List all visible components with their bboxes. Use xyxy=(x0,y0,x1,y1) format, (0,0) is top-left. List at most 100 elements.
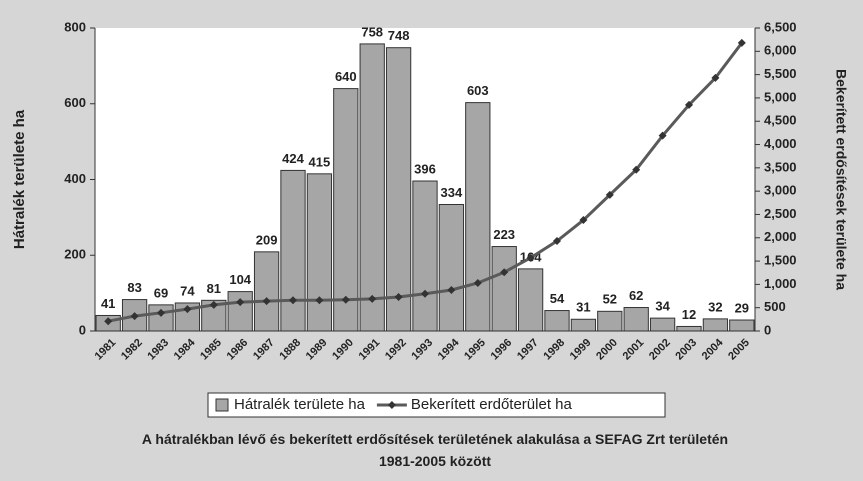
bar xyxy=(465,102,491,332)
bar xyxy=(148,304,174,332)
bar xyxy=(570,318,597,332)
line-marker xyxy=(526,253,535,262)
x-tick-label: 1997 xyxy=(515,337,541,363)
y2-tick-label: 6,500 xyxy=(764,19,797,34)
line-marker xyxy=(421,289,429,298)
x-tick-label: 2004 xyxy=(700,336,726,362)
x-tick-label: 2000 xyxy=(594,337,620,363)
x-tick-label: 1981 xyxy=(93,337,119,363)
x-tick-label: 1993 xyxy=(409,337,435,363)
y2-axis-label: Bekerített erdősítések területe ha xyxy=(833,69,849,290)
line-marker xyxy=(315,296,324,305)
chart-title: A hátralékban lévő és bekerített erdősít… xyxy=(141,431,729,469)
x-tick-label: 1991 xyxy=(357,337,383,363)
line-marker xyxy=(157,308,165,317)
x-tick-label: 1995 xyxy=(462,337,488,363)
bar xyxy=(253,251,280,332)
bar xyxy=(649,317,676,332)
bar-value-label: 223 xyxy=(493,227,515,242)
bar-value-label: 603 xyxy=(467,83,489,98)
y2-tick-label: 500 xyxy=(764,299,786,314)
line-marker xyxy=(394,292,403,301)
y-tick-label: 600 xyxy=(64,95,86,110)
line-marker xyxy=(605,190,614,199)
x-tick-label: 1986 xyxy=(225,337,251,363)
x-tick-label: 1996 xyxy=(489,337,515,363)
legend-label: Hátralék területe ha xyxy=(234,396,366,413)
bar-value-label: 209 xyxy=(256,232,278,247)
bar xyxy=(333,88,359,332)
line-marker xyxy=(104,317,113,326)
bar-value-label: 83 xyxy=(127,280,141,295)
y2-tick-label: 5,000 xyxy=(764,89,797,104)
bar xyxy=(280,169,306,332)
legend-swatch xyxy=(215,398,229,412)
y2-tick-label: 3,500 xyxy=(764,159,797,174)
x-tick-label: 1982 xyxy=(119,337,145,363)
bar xyxy=(623,307,649,332)
y-axis-label: Hátralék területe ha xyxy=(11,109,28,249)
x-tick-label: 1987 xyxy=(251,337,277,363)
y2-tick-label: 0 xyxy=(764,322,771,337)
line-marker xyxy=(553,237,561,246)
bar-value-label: 74 xyxy=(180,283,195,298)
x-tick-label: 1888 xyxy=(277,337,303,363)
line-marker xyxy=(711,73,720,82)
bar-value-label: 31 xyxy=(576,300,590,315)
bar xyxy=(359,43,385,332)
line-marker xyxy=(632,165,641,174)
bar xyxy=(597,310,623,332)
bar-value-label: 54 xyxy=(550,291,565,306)
y2-tick-label: 1,500 xyxy=(764,253,797,268)
bar xyxy=(729,319,755,332)
bar-value-label: 424 xyxy=(282,151,304,166)
bar xyxy=(438,203,465,332)
y2-tick-label: 6,000 xyxy=(764,43,797,58)
line-marker xyxy=(289,296,297,305)
bar-value-label: 81 xyxy=(207,281,221,296)
x-tick-label: 2003 xyxy=(673,337,699,363)
line-marker xyxy=(447,285,456,294)
bar-value-label: 69 xyxy=(154,285,168,300)
line-marker xyxy=(130,312,139,321)
y2-tick-label: 2,500 xyxy=(764,206,797,221)
bar-value-label: 396 xyxy=(414,161,436,176)
bar-value-label: 41 xyxy=(101,296,115,311)
x-tick-label: 1999 xyxy=(568,337,594,363)
line-marker xyxy=(500,268,509,277)
x-tick-label: 1984 xyxy=(172,336,198,362)
bar-value-label: 640 xyxy=(335,69,357,84)
bar-value-label: 62 xyxy=(629,288,643,303)
x-tick-label: 1998 xyxy=(541,337,567,363)
y2-tick-label: 1,000 xyxy=(764,276,797,291)
bar xyxy=(676,325,702,332)
x-tick-label: 1990 xyxy=(330,337,356,363)
y-tick-label: 800 xyxy=(64,19,86,34)
bar-value-label: 758 xyxy=(361,24,383,39)
y2-tick-label: 3,000 xyxy=(764,183,797,198)
line-marker xyxy=(737,38,746,47)
bar xyxy=(491,246,517,332)
line-marker xyxy=(685,100,693,109)
y2-tick-label: 4,000 xyxy=(764,136,797,151)
bar-value-label: 29 xyxy=(735,300,749,315)
line-marker xyxy=(473,278,482,287)
y-tick-label: 0 xyxy=(79,322,86,337)
y-tick-label: 400 xyxy=(64,171,86,186)
bar xyxy=(702,318,729,332)
x-tick-label: 1985 xyxy=(198,337,224,363)
line-marker xyxy=(368,294,377,303)
legend-label: Bekerített erdőterület ha xyxy=(411,396,573,413)
bar xyxy=(306,173,333,332)
bar-value-label: 748 xyxy=(388,28,410,43)
bar xyxy=(385,47,412,332)
line-marker xyxy=(183,305,192,314)
legend-box xyxy=(207,392,666,418)
x-tick-label: 1994 xyxy=(436,336,462,362)
bar xyxy=(517,268,544,332)
bar-value-label: 12 xyxy=(682,307,696,322)
y2-tick-label: 2,000 xyxy=(764,229,797,244)
x-tick-label: 2002 xyxy=(647,337,673,363)
